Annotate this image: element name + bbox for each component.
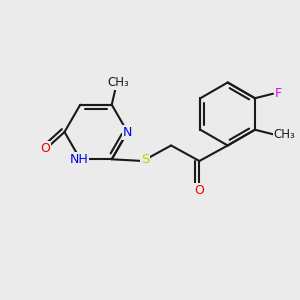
Text: N: N bbox=[123, 125, 132, 139]
Text: CH₃: CH₃ bbox=[274, 128, 295, 141]
Text: CH₃: CH₃ bbox=[107, 76, 129, 89]
Text: O: O bbox=[194, 184, 204, 197]
Text: S: S bbox=[141, 153, 149, 166]
Text: O: O bbox=[40, 142, 50, 155]
Text: NH: NH bbox=[69, 153, 88, 166]
Text: F: F bbox=[275, 87, 282, 100]
